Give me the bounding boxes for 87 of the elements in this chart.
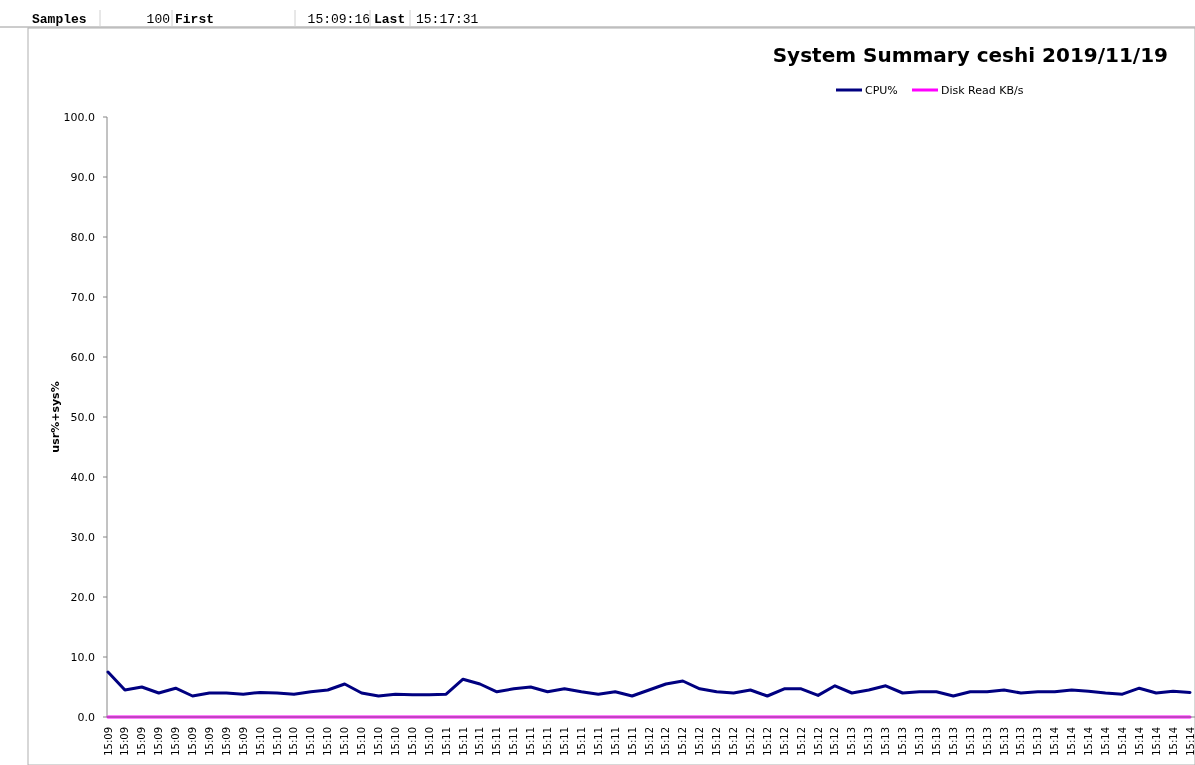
x-tick-label: 15:10 (373, 727, 384, 756)
x-tick-label: 15:13 (947, 727, 959, 756)
y-tick-label: 100.0 (63, 110, 95, 124)
text: Samples (32, 12, 87, 27)
x-tick-label: 15:09 (220, 727, 232, 756)
x-tick-label: 15:11 (491, 727, 503, 756)
x-tick-label: 15:09 (170, 727, 182, 756)
x-tick-label: 15:10 (389, 727, 401, 756)
x-tick-label: 15:12 (694, 727, 706, 756)
text: 100 (146, 12, 170, 27)
x-tick-label: 15:14 (1184, 727, 1195, 756)
x-tick-label: 15:10 (288, 727, 300, 756)
x-tick-label: 15:13 (897, 727, 909, 756)
x-tick-label: 15:12 (795, 727, 807, 756)
y-tick-label: 20.0 (70, 590, 95, 604)
x-tick-label: 15:13 (863, 727, 875, 756)
x-tick-label: 15:09 (119, 727, 131, 756)
y-tick-label: 90.0 (70, 170, 95, 184)
x-tick-label: 15:09 (187, 727, 199, 756)
x-tick-label: 15:09 (136, 727, 148, 756)
x-tick-label: 15:13 (914, 727, 925, 756)
legend-label: CPU% (865, 84, 898, 97)
x-tick-label: 15:12 (677, 727, 689, 756)
x-tick-label: 15:14 (1083, 727, 1095, 756)
x-tick-label: 15:10 (356, 727, 368, 756)
x-tick-label: 15:14 (1049, 727, 1061, 756)
line-series (106, 670, 1192, 698)
x-tick-label: 15:10 (322, 727, 334, 756)
x-tick-label: 15:09 (203, 727, 215, 756)
x-tick-label: 15:13 (880, 727, 892, 756)
x-tick-label: 15:11 (592, 727, 604, 756)
x-tick-label: 15:11 (542, 727, 554, 756)
x-tick-label: 15:09 (237, 727, 249, 756)
x-tick-label: 15:13 (998, 727, 1010, 756)
x-tick-label: 15:10 (339, 727, 351, 756)
y-tick-label: 0.0 (77, 710, 95, 724)
x-tick-label: 15:10 (406, 727, 418, 756)
x-tick-label: 15:12 (660, 727, 672, 756)
x-tick-label: 15:13 (981, 727, 993, 756)
x-tick-label: 15:13 (964, 727, 976, 756)
x-tick-label: 15:11 (626, 727, 638, 756)
y-tick-label: 80.0 (70, 230, 95, 244)
x-tick-label: 15:13 (1015, 727, 1027, 756)
x-tick-label: 15:10 (271, 727, 283, 756)
x-tick-label: 15:12 (778, 727, 790, 756)
x-tick-label: 15:09 (153, 727, 165, 756)
legend-label: Disk Read KB/s (941, 84, 1024, 97)
y-tick-label: 30.0 (70, 530, 95, 544)
x-tick-label: 15:11 (575, 727, 587, 756)
y-tick-label: 10.0 (70, 650, 95, 664)
x-tick-label: 15:14 (1133, 727, 1145, 756)
y-tick-label: 50.0 (70, 410, 95, 424)
y-axis-title: usr%+sys% (49, 381, 62, 453)
x-tick-label: 15:13 (1032, 727, 1044, 756)
x-tick-label: 15:11 (525, 727, 537, 756)
text: 15:17:31 (416, 12, 479, 27)
x-tick-label: 15:11 (609, 727, 621, 756)
text: 15:09:16 (307, 12, 370, 27)
y-tick-label: 60.0 (70, 350, 95, 364)
x-tick-label: 15:11 (508, 727, 520, 756)
text: First (175, 12, 215, 27)
x-tick-label: 15:10 (423, 727, 435, 756)
x-tick-label: 15:11 (440, 727, 452, 756)
x-tick-label: 15:14 (1167, 727, 1179, 756)
x-tick-label: 15:09 (102, 727, 114, 756)
x-tick-label: 15:12 (812, 727, 824, 756)
x-tick-label: 15:12 (829, 727, 841, 756)
x-tick-label: 15:13 (846, 727, 858, 756)
x-tick-label: 15:10 (254, 727, 266, 756)
x-tick-label: 15:11 (457, 727, 469, 756)
y-tick-label: 70.0 (70, 290, 95, 304)
text: Last (374, 12, 406, 27)
x-tick-label: 15:12 (728, 727, 740, 756)
x-tick-label: 15:12 (711, 727, 723, 756)
x-tick-label: 15:14 (1150, 727, 1162, 756)
x-tick-label: 15:11 (558, 727, 570, 756)
x-tick-label: 15:12 (761, 727, 773, 756)
x-tick-label: 15:14 (1116, 727, 1128, 756)
x-tick-label: 15:12 (744, 727, 756, 756)
x-tick-label: 15:13 (930, 727, 942, 756)
x-tick-label: 15:14 (1099, 727, 1111, 756)
chart-title: System Summary ceshi 2019/11/19 (772, 43, 1168, 67)
x-tick-label: 15:10 (305, 727, 317, 756)
x-tick-label: 15:11 (474, 727, 486, 756)
x-tick-label: 15:14 (1066, 727, 1078, 756)
x-tick-label: 15:12 (643, 727, 655, 756)
y-tick-label: 40.0 (70, 470, 95, 484)
